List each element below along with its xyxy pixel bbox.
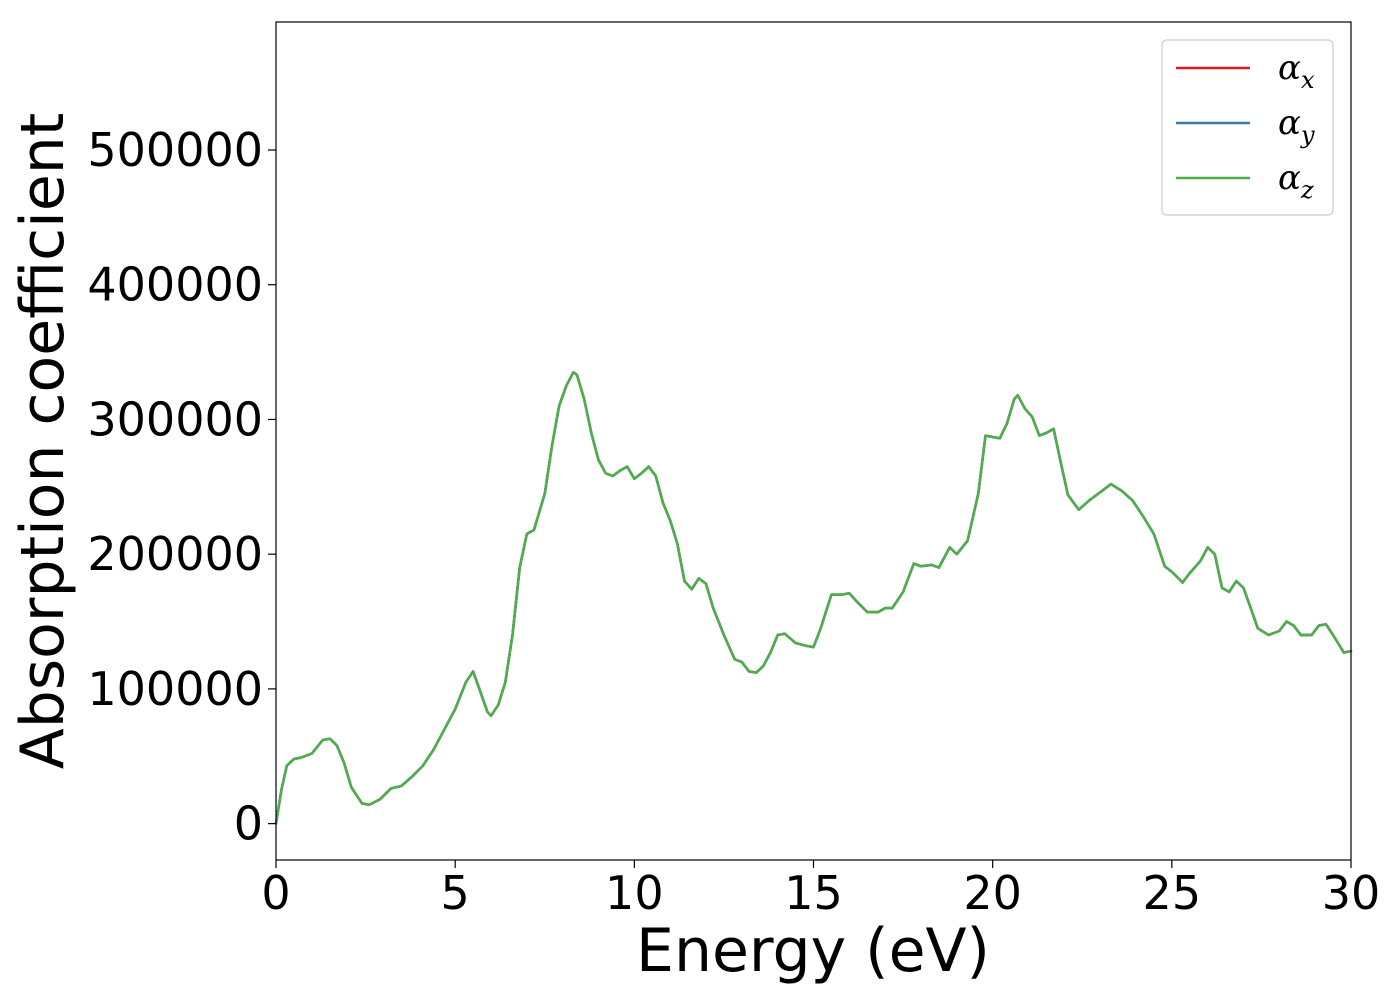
x-tick-label: 30	[1322, 866, 1381, 920]
x-tick-label: 0	[261, 866, 290, 920]
y-tick-label: 0	[234, 797, 263, 851]
y-tick-label: 300000	[87, 392, 263, 446]
series-line-2	[274, 371, 1353, 825]
y-axis: 0 100000 200000 300000 400000 500000	[87, 123, 276, 851]
legend-label-3: αz	[1278, 158, 1314, 204]
x-axis: 0 5 10 15 20 25 30	[261, 860, 1380, 920]
legend: αx αy αz	[1161, 39, 1334, 216]
y-tick-label: 500000	[87, 123, 263, 177]
legend-label-1: αx	[1278, 48, 1315, 94]
x-tick-label: 20	[963, 866, 1022, 920]
y-tick-label: 200000	[87, 527, 263, 581]
series-line-3	[274, 371, 1353, 825]
x-tick-label: 10	[605, 866, 664, 920]
x-tick-label: 25	[1143, 866, 1202, 920]
x-axis-title: Energy (eV)	[636, 916, 990, 986]
y-tick-label: 400000	[87, 258, 263, 312]
legend-label-2: αy	[1278, 103, 1315, 149]
series-line-1	[274, 371, 1353, 825]
x-tick-label: 5	[441, 866, 470, 920]
legend-box	[1161, 39, 1334, 216]
series-layer	[274, 371, 1353, 825]
y-axis-title: Absorption coefficient	[8, 113, 78, 770]
y-tick-label: 100000	[87, 662, 263, 716]
x-tick-label: 15	[784, 866, 843, 920]
